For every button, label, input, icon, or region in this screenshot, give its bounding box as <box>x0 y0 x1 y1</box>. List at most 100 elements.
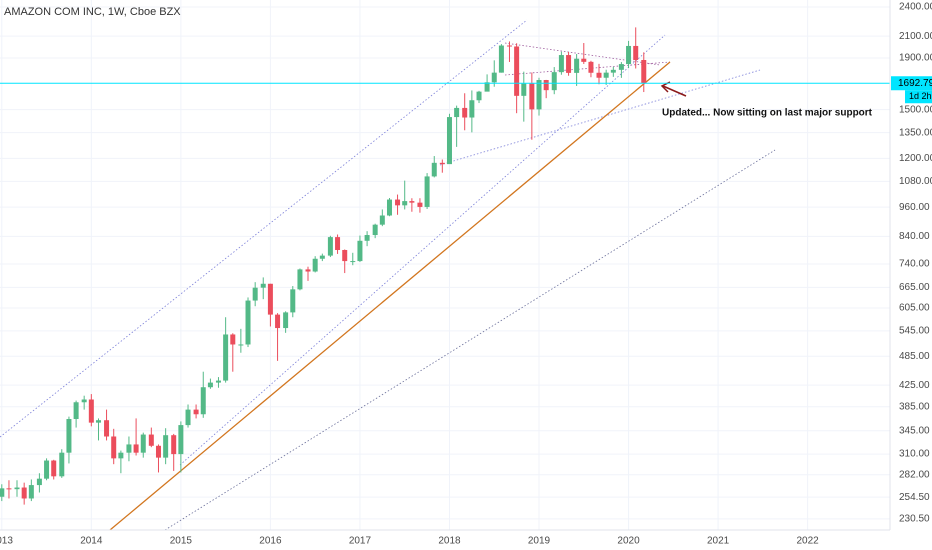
candle-body <box>260 283 266 288</box>
candle-body <box>431 162 437 177</box>
candle-body <box>111 436 117 459</box>
candle-body <box>476 91 482 101</box>
candle-body <box>626 45 632 65</box>
candle-body <box>59 452 65 477</box>
candle-body <box>386 199 392 216</box>
candle-body <box>506 45 512 47</box>
x-tick-label: 2018 <box>438 536 461 547</box>
candle-body <box>618 64 624 70</box>
y-tick-label: 425.00 <box>899 380 930 391</box>
candle-body <box>252 287 258 301</box>
candle-body <box>469 100 475 118</box>
x-tick-label: 2015 <box>170 536 193 547</box>
candle-body <box>641 59 647 84</box>
x-tick-label: 2019 <box>528 536 551 547</box>
candle-body <box>529 83 535 110</box>
candle-body <box>574 58 580 73</box>
candle-body <box>484 82 490 92</box>
y-tick-label: 230.50 <box>899 513 930 524</box>
x-tick-label: 2021 <box>707 536 730 547</box>
candle-body <box>140 434 146 453</box>
candle-body <box>28 485 34 499</box>
x-tick-label: 2016 <box>259 536 282 547</box>
candle-body <box>88 399 94 423</box>
candle-body <box>462 107 468 118</box>
candle-body <box>357 240 363 262</box>
y-tick-label: 1900.00 <box>899 53 932 64</box>
candle-body <box>14 487 20 490</box>
y-tick-label: 740.00 <box>899 259 930 270</box>
candle-body <box>402 201 408 206</box>
x-tick-label: 2020 <box>617 536 640 547</box>
candle-body <box>409 201 415 203</box>
candle-body <box>312 258 318 272</box>
y-tick-label: 254.50 <box>899 492 930 503</box>
y-tick-label: 840.00 <box>899 231 930 242</box>
candle-body <box>238 344 244 346</box>
y-tick-label: 665.00 <box>899 282 930 293</box>
candle-body <box>566 55 572 73</box>
candle-body <box>417 202 423 207</box>
x-tick-label: 2017 <box>349 536 372 547</box>
candle-body <box>290 289 296 313</box>
candle-body <box>267 283 273 315</box>
candle-body <box>51 460 57 477</box>
candle-body <box>81 399 87 403</box>
candle-body <box>335 237 341 251</box>
candle-body <box>305 269 311 272</box>
candle-body <box>95 420 101 423</box>
candle-body <box>230 334 236 345</box>
grid <box>0 0 890 530</box>
candle-body <box>133 444 139 453</box>
candle-body <box>104 420 110 437</box>
candle-body <box>543 80 549 91</box>
candle-body <box>319 255 325 259</box>
candle-body <box>558 55 564 73</box>
x-tick-label: 2014 <box>80 536 103 547</box>
y-tick-label: 345.00 <box>899 425 930 436</box>
candle-body <box>498 45 504 73</box>
y-tick-label: 282.00 <box>899 469 930 480</box>
candle-body <box>163 435 169 458</box>
y-tick-label: 605.00 <box>899 303 930 314</box>
candle-body <box>36 478 42 486</box>
candle-body <box>275 314 281 329</box>
candle-body <box>44 460 50 479</box>
candle-body <box>596 72 602 78</box>
candle-body <box>126 444 132 453</box>
channel-line <box>179 34 666 466</box>
candle-body <box>491 72 497 83</box>
candle-body <box>454 107 460 118</box>
last-price-box <box>891 76 932 91</box>
candle-body <box>350 261 356 263</box>
candle-body <box>155 445 161 458</box>
triangle-line <box>504 42 661 66</box>
y-tick-label: 2100.00 <box>899 31 932 42</box>
countdown-label: 1d 2h <box>909 91 932 101</box>
candle-body <box>372 224 378 236</box>
candle-body <box>424 176 430 207</box>
y-tick-label: 310.00 <box>899 449 930 460</box>
candle-body <box>603 72 609 78</box>
candle-body <box>223 334 229 381</box>
candle-body <box>148 434 154 446</box>
last-price-label: 1692.79 <box>898 78 932 89</box>
candle-body <box>581 58 587 62</box>
y-tick-label: 1350.00 <box>899 127 932 138</box>
candle-body <box>193 409 199 415</box>
y-tick-label: 545.00 <box>899 325 930 336</box>
candle-body <box>21 487 27 499</box>
candle-body <box>364 235 370 241</box>
candle-body <box>200 387 206 415</box>
candle-body <box>395 199 401 206</box>
channel-line <box>0 19 528 438</box>
candle-body <box>171 435 177 455</box>
y-tick-label: 1200.00 <box>899 153 932 164</box>
candle-body <box>342 250 348 262</box>
y-tick-label: 1080.00 <box>899 176 932 187</box>
y-tick-label: 1500.00 <box>899 104 932 115</box>
y-tick-label: 2400.00 <box>899 2 932 13</box>
candle-body <box>245 300 251 345</box>
candle-body <box>633 45 639 60</box>
